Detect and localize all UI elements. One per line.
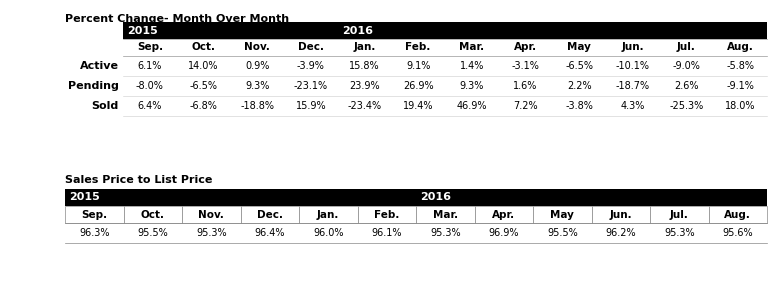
Text: 26.9%: 26.9%: [403, 81, 434, 91]
Text: -3.1%: -3.1%: [512, 61, 540, 71]
Text: 96.1%: 96.1%: [371, 228, 402, 238]
Bar: [124, 206, 182, 223]
Text: 96.9%: 96.9%: [489, 228, 519, 238]
Text: Jul.: Jul.: [677, 42, 696, 53]
Text: Oct.: Oct.: [141, 209, 164, 219]
Text: Aug.: Aug.: [724, 209, 751, 219]
Text: 7.2%: 7.2%: [513, 101, 538, 111]
Text: 2.2%: 2.2%: [567, 81, 591, 91]
Text: Sep.: Sep.: [137, 42, 163, 53]
Text: -9.1%: -9.1%: [726, 81, 754, 91]
Bar: [299, 206, 357, 223]
Text: Mar.: Mar.: [459, 42, 484, 53]
Text: Active: Active: [80, 61, 119, 71]
Text: Jan.: Jan.: [317, 209, 340, 219]
Text: 96.3%: 96.3%: [79, 228, 110, 238]
Text: -6.8%: -6.8%: [190, 101, 218, 111]
Text: 0.9%: 0.9%: [245, 61, 269, 71]
Text: 95.3%: 95.3%: [664, 228, 695, 238]
Text: -6.5%: -6.5%: [189, 81, 218, 91]
Text: -25.3%: -25.3%: [669, 101, 703, 111]
Text: 4.3%: 4.3%: [621, 101, 645, 111]
Text: 23.9%: 23.9%: [349, 81, 380, 91]
Text: 1.4%: 1.4%: [459, 61, 484, 71]
Text: 9.1%: 9.1%: [406, 61, 430, 71]
Text: 2016: 2016: [342, 26, 373, 36]
Text: Sold: Sold: [92, 101, 119, 111]
Text: 2015: 2015: [127, 26, 157, 36]
Bar: [357, 206, 416, 223]
Text: Feb.: Feb.: [405, 42, 431, 53]
Text: Apr.: Apr.: [514, 42, 537, 53]
Text: 95.6%: 95.6%: [723, 228, 753, 238]
Text: Pending: Pending: [68, 81, 119, 91]
Text: -10.1%: -10.1%: [616, 61, 650, 71]
Text: 1.6%: 1.6%: [513, 81, 537, 91]
Text: 95.3%: 95.3%: [196, 228, 226, 238]
Text: 96.0%: 96.0%: [313, 228, 344, 238]
Bar: [533, 206, 591, 223]
Text: 9.3%: 9.3%: [245, 81, 269, 91]
Text: Dec.: Dec.: [298, 42, 323, 53]
Text: 6.1%: 6.1%: [137, 61, 162, 71]
Bar: [123, 22, 767, 39]
Bar: [123, 39, 767, 56]
Text: Jul.: Jul.: [670, 209, 689, 219]
Text: 2016: 2016: [420, 192, 451, 203]
Bar: [65, 189, 767, 206]
Text: 95.3%: 95.3%: [430, 228, 461, 238]
Text: -23.1%: -23.1%: [294, 81, 328, 91]
Bar: [591, 206, 650, 223]
Text: 9.3%: 9.3%: [459, 81, 484, 91]
Text: -8.0%: -8.0%: [136, 81, 164, 91]
Text: Nov.: Nov.: [244, 42, 270, 53]
Text: 19.4%: 19.4%: [403, 101, 433, 111]
Text: Dec.: Dec.: [257, 209, 283, 219]
Text: 95.5%: 95.5%: [547, 228, 577, 238]
Bar: [65, 206, 124, 223]
Bar: [650, 206, 709, 223]
Text: Mar.: Mar.: [432, 209, 458, 219]
Text: -3.9%: -3.9%: [297, 61, 325, 71]
Text: Aug.: Aug.: [726, 42, 753, 53]
Text: 96.2%: 96.2%: [605, 228, 636, 238]
Text: 14.0%: 14.0%: [188, 61, 218, 71]
Text: 2015: 2015: [69, 192, 100, 203]
Bar: [241, 206, 299, 223]
Text: -5.8%: -5.8%: [726, 61, 754, 71]
Text: 6.4%: 6.4%: [137, 101, 162, 111]
Bar: [475, 206, 533, 223]
Text: 46.9%: 46.9%: [456, 101, 487, 111]
Bar: [182, 206, 241, 223]
Text: Jun.: Jun.: [609, 209, 632, 219]
Bar: [709, 206, 767, 223]
Text: -3.8%: -3.8%: [565, 101, 593, 111]
Text: Sales Price to List Price: Sales Price to List Price: [65, 175, 212, 185]
Text: 15.9%: 15.9%: [296, 101, 326, 111]
Bar: [416, 206, 475, 223]
Text: -9.0%: -9.0%: [672, 61, 700, 71]
Text: Sep.: Sep.: [81, 209, 107, 219]
Text: Feb.: Feb.: [374, 209, 399, 219]
Text: May: May: [567, 42, 591, 53]
Text: -23.4%: -23.4%: [347, 101, 381, 111]
Text: -6.5%: -6.5%: [565, 61, 593, 71]
Text: Percent Change- Month Over Month: Percent Change- Month Over Month: [65, 14, 290, 24]
Text: 95.5%: 95.5%: [137, 228, 168, 238]
Text: Apr.: Apr.: [493, 209, 516, 219]
Text: Oct.: Oct.: [191, 42, 215, 53]
Text: May: May: [550, 209, 574, 219]
Text: Jun.: Jun.: [621, 42, 644, 53]
Text: 96.4%: 96.4%: [255, 228, 285, 238]
Text: -18.7%: -18.7%: [616, 81, 650, 91]
Text: 18.0%: 18.0%: [725, 101, 756, 111]
Text: 15.8%: 15.8%: [349, 61, 380, 71]
Text: 2.6%: 2.6%: [674, 81, 699, 91]
Text: Jan.: Jan.: [354, 42, 376, 53]
Text: -18.8%: -18.8%: [240, 101, 274, 111]
Text: Nov.: Nov.: [198, 209, 224, 219]
